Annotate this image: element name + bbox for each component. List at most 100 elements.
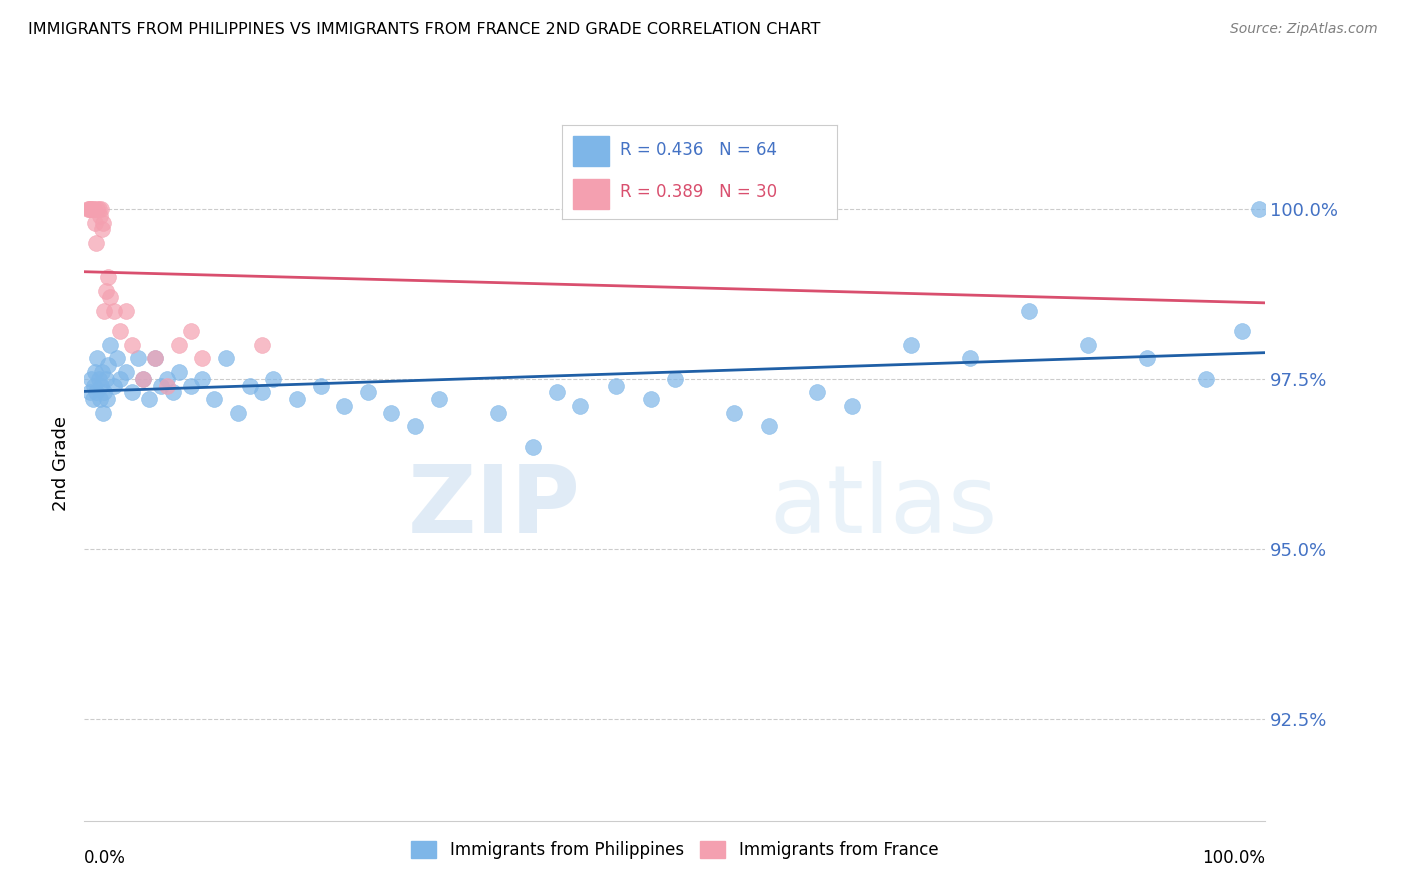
Point: [1230, 324, 1253, 338]
Point: [150, 378, 173, 392]
Point: [486, 406, 509, 420]
Point: [77, 202, 100, 216]
Point: [84, 235, 107, 250]
Point: [103, 378, 125, 392]
Point: [546, 385, 568, 400]
Point: [1249, 202, 1271, 216]
Point: [404, 419, 426, 434]
Point: [806, 385, 828, 400]
Point: [357, 385, 380, 400]
Point: [97, 359, 120, 373]
Point: [191, 372, 214, 386]
Text: R = 0.389   N = 30: R = 0.389 N = 30: [620, 184, 778, 202]
Point: [427, 392, 450, 407]
Point: [841, 399, 863, 413]
Point: [98, 338, 121, 352]
Legend: Immigrants from Philippines, Immigrants from France: Immigrants from Philippines, Immigrants …: [405, 834, 945, 866]
Point: [380, 406, 402, 420]
Point: [77, 202, 100, 216]
Point: [1136, 351, 1159, 366]
Point: [522, 440, 544, 454]
Point: [89, 392, 111, 407]
Point: [84, 365, 107, 379]
Point: [93, 385, 115, 400]
Point: [82, 202, 104, 216]
Point: [89, 209, 111, 223]
Point: [91, 365, 114, 379]
Point: [162, 385, 184, 400]
Point: [156, 372, 179, 386]
Point: [90, 378, 112, 392]
Text: Source: ZipAtlas.com: Source: ZipAtlas.com: [1230, 22, 1378, 37]
Point: [121, 385, 143, 400]
Point: [121, 338, 143, 352]
Point: [143, 351, 166, 366]
Point: [114, 365, 136, 379]
Text: 0.0%: 0.0%: [84, 849, 127, 867]
Point: [605, 378, 627, 392]
Y-axis label: 2nd Grade: 2nd Grade: [52, 417, 70, 511]
Point: [758, 419, 780, 434]
Point: [1195, 372, 1218, 386]
Point: [84, 385, 107, 400]
Point: [285, 392, 308, 407]
Point: [87, 372, 110, 386]
Point: [1018, 304, 1040, 318]
Point: [94, 372, 117, 386]
Point: [333, 399, 356, 413]
Point: [132, 372, 155, 386]
Point: [80, 202, 103, 216]
Point: [96, 392, 118, 407]
Text: 100.0%: 100.0%: [1202, 849, 1265, 867]
Point: [180, 324, 202, 338]
Point: [79, 202, 101, 216]
Point: [79, 385, 101, 400]
Point: [569, 399, 592, 413]
Point: [167, 365, 190, 379]
Bar: [574, 136, 609, 166]
Point: [215, 351, 238, 366]
Point: [80, 372, 103, 386]
Point: [900, 338, 922, 352]
Point: [86, 202, 108, 216]
Point: [82, 392, 104, 407]
Point: [86, 351, 108, 366]
Point: [226, 406, 249, 420]
Point: [98, 290, 121, 304]
Point: [103, 304, 125, 318]
Point: [180, 378, 202, 392]
Point: [132, 372, 155, 386]
Point: [83, 202, 105, 216]
Point: [309, 378, 332, 392]
Point: [143, 351, 166, 366]
Point: [250, 338, 273, 352]
Text: R = 0.436   N = 64: R = 0.436 N = 64: [620, 141, 778, 159]
Point: [202, 392, 225, 407]
Bar: [574, 179, 609, 210]
Text: IMMIGRANTS FROM PHILIPPINES VS IMMIGRANTS FROM FRANCE 2ND GRADE CORRELATION CHAR: IMMIGRANTS FROM PHILIPPINES VS IMMIGRANT…: [28, 22, 821, 37]
Point: [91, 222, 114, 236]
Point: [107, 351, 129, 366]
Point: [93, 304, 115, 318]
Point: [782, 202, 804, 216]
Point: [91, 216, 114, 230]
Point: [87, 202, 110, 216]
Point: [959, 351, 981, 366]
Point: [108, 372, 131, 386]
Text: atlas: atlas: [769, 460, 998, 553]
Point: [90, 202, 112, 216]
Point: [108, 324, 131, 338]
Point: [239, 378, 262, 392]
Point: [640, 392, 662, 407]
Point: [191, 351, 214, 366]
Point: [723, 406, 745, 420]
Point: [138, 392, 160, 407]
Point: [114, 304, 136, 318]
Point: [664, 372, 686, 386]
Point: [83, 378, 105, 392]
Point: [250, 385, 273, 400]
Point: [262, 372, 284, 386]
Point: [1077, 338, 1099, 352]
Point: [84, 216, 107, 230]
Point: [97, 269, 120, 284]
